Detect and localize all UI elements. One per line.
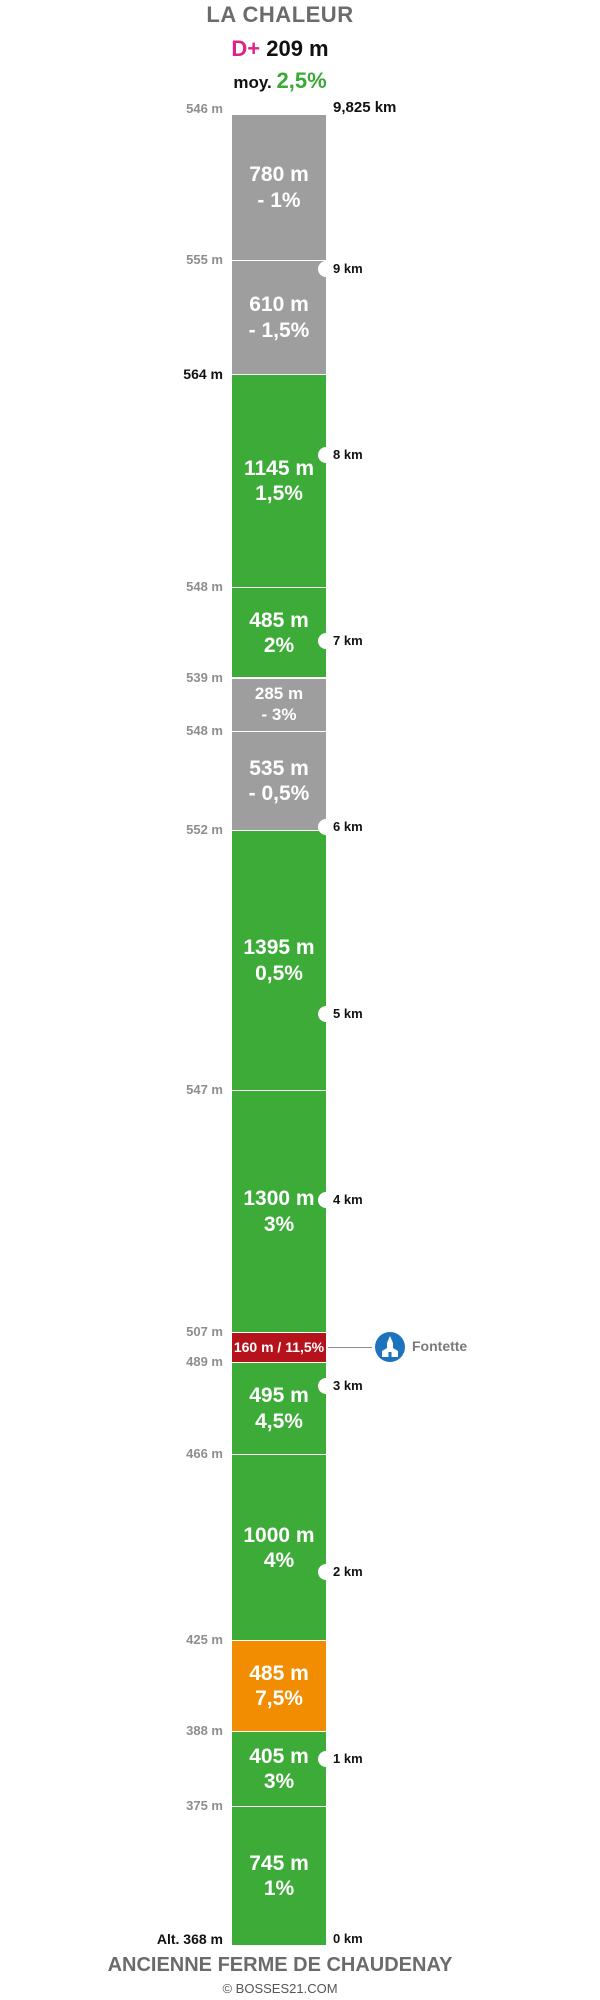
altitude-label: 539 m	[186, 669, 223, 685]
profile-segment: 1000 m 4%	[232, 1454, 326, 1641]
segment-length: 485 m	[249, 608, 309, 632]
km-marker: 3 km	[333, 1378, 363, 1394]
km-marker: 6 km	[333, 819, 363, 835]
segment-grade: 1,5%	[255, 482, 303, 506]
km-notch	[318, 1564, 334, 1581]
elevation-gain-label: D+	[231, 36, 261, 61]
altitude-label: 547 m	[186, 1082, 223, 1098]
km-marker: 5 km	[333, 1005, 363, 1021]
segment-length: 745 m	[249, 1851, 309, 1875]
km-notch	[318, 1378, 334, 1395]
km-notch	[318, 1191, 334, 1208]
altitude-label: 466 m	[186, 1446, 223, 1462]
km-marker: 0 km	[333, 1931, 363, 1946]
profile-segment: 780 m- 1%	[232, 115, 326, 261]
average-grade-value: 2,5%	[276, 68, 327, 93]
average-grade-label: moy.	[233, 73, 272, 92]
km-marker: 2 km	[333, 1564, 363, 1580]
segment-grade: 3%	[263, 1770, 295, 1793]
km-marker: 7 km	[333, 633, 363, 649]
segment-grade: 7,5%	[255, 1687, 303, 1711]
km-marker: 1 km	[333, 1750, 363, 1766]
segment-grade: 4%	[263, 1548, 295, 1572]
profile-segment: 1145 m 1,5%	[232, 373, 326, 588]
km-notch	[318, 1750, 334, 1767]
segment-grade: 4,5%	[255, 1409, 303, 1433]
km-marker: 9,825 km	[333, 99, 397, 116]
segment-grade: - 1%	[257, 188, 301, 212]
segment-length: 285 m	[254, 684, 304, 704]
segment-length: 1000 m	[243, 1523, 315, 1547]
segment-grade: - 1,5%	[248, 318, 310, 342]
profile-segment: 160 m / 11,5%	[232, 1332, 326, 1362]
segment-length: 405 m	[249, 1744, 309, 1768]
segment-length: 160 m / 11,5%	[233, 1339, 325, 1356]
altitude-label: 555 m	[186, 252, 223, 268]
elevation-gain-value: 209 m	[266, 36, 329, 61]
poi-label: Fontette	[412, 1338, 468, 1355]
km-notch	[318, 819, 334, 836]
segment-length: 485 m	[249, 1661, 309, 1685]
segment-grade: - 0,5%	[248, 781, 310, 805]
profile-segment: 285 m- 3%	[232, 677, 326, 731]
segment-length: 1395 m	[243, 936, 315, 960]
climb-title: LA CHALEUR	[206, 2, 354, 27]
km-marker: 9 km	[333, 260, 363, 276]
altitude-label: 546 m	[186, 101, 223, 116]
km-marker: 4 km	[333, 1191, 363, 1207]
altitude-label: 425 m	[186, 1632, 223, 1648]
profile-segment: 1395 m 0,5%	[232, 830, 326, 1091]
profile-segment: 1300 m 3%	[232, 1090, 326, 1333]
copyright: © BOSSES21.COM	[222, 1981, 338, 1996]
altitude-label: 489 m	[186, 1354, 223, 1369]
segment-length: 495 m	[249, 1384, 309, 1408]
profile-segment: 610 m- 1,5%	[232, 260, 326, 374]
altitude-label: 564 m	[183, 365, 223, 382]
altitude-label: 507 m	[186, 1324, 223, 1340]
altitude-label: 548 m	[186, 579, 223, 595]
km-notch	[318, 1005, 334, 1022]
altitude-label: Alt. 368 m	[156, 1931, 223, 1947]
segment-length: 610 m	[249, 293, 309, 317]
segment-grade: 3%	[263, 1212, 295, 1236]
altitude-label: 552 m	[186, 822, 223, 838]
segment-grade: - 3%	[261, 704, 297, 724]
segment-length: 1300 m	[243, 1187, 315, 1211]
segment-length: 1145 m	[243, 456, 315, 480]
km-notch	[318, 633, 334, 650]
poi-leader-line	[328, 1347, 372, 1349]
profile-segment: 495 m 4,5%	[232, 1362, 326, 1455]
profile-segment: 405 m 3%	[232, 1730, 326, 1807]
profile-segment: 535 m- 0,5%	[232, 730, 326, 831]
km-marker: 8 km	[333, 446, 363, 462]
start-location: ANCIENNE FERME DE CHAUDENAY	[107, 1954, 453, 1976]
km-notch	[318, 260, 334, 277]
segment-grade: 2%	[263, 633, 295, 657]
km-notch	[318, 446, 334, 463]
elevation-gain: D+ 209 m	[0, 36, 560, 62]
profile-segment: 485 m 2%	[232, 587, 326, 678]
church-icon	[374, 1331, 406, 1363]
segment-grade: 0,5%	[255, 961, 303, 985]
average-grade: moy. 2,5%	[0, 68, 560, 94]
altitude-label: 375 m	[186, 1798, 223, 1814]
profile-segment: 485 m 7,5%	[232, 1640, 326, 1731]
segment-length: 780 m	[249, 163, 309, 187]
segment-grade: 1%	[263, 1877, 295, 1901]
altitude-label: 548 m	[186, 722, 223, 738]
segment-length: 535 m	[249, 756, 309, 780]
profile-segment: 745 m 1%	[232, 1806, 326, 1945]
altitude-label: 388 m	[186, 1722, 223, 1738]
